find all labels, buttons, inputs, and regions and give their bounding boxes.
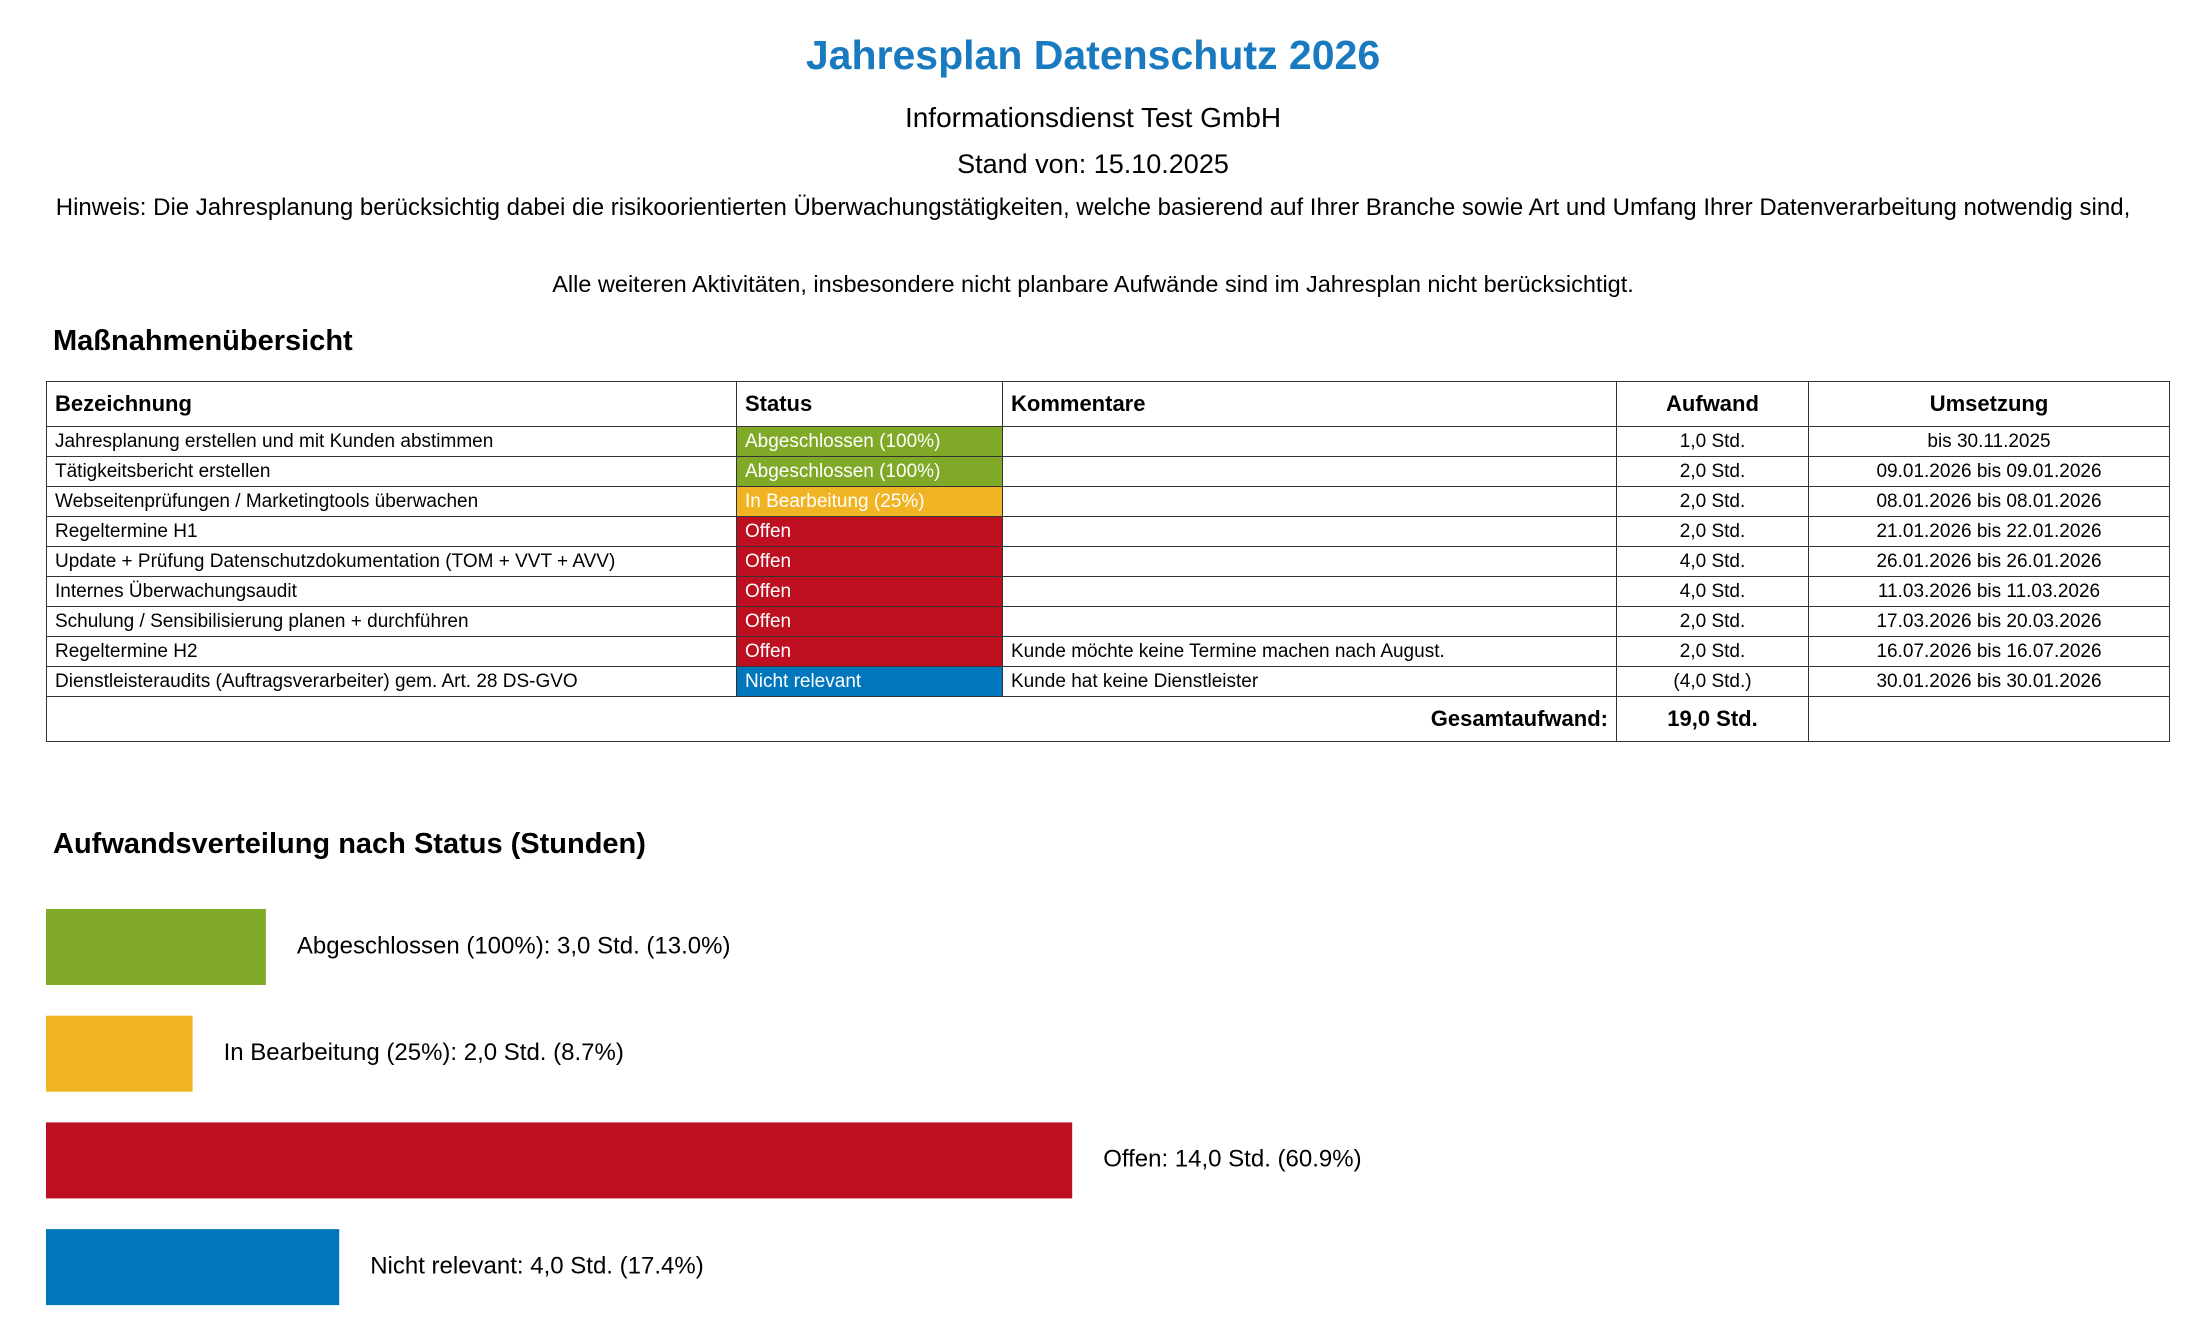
total-value: 19,0 Std. <box>1616 696 1809 742</box>
status-cell: Offen <box>736 606 1003 637</box>
table-title: Maßnahmenübersicht <box>53 325 353 357</box>
total-row: Gesamtaufwand: 19,0 Std. <box>46 696 2170 742</box>
table-cell: Jahresplanung erstellen und mit Kunden a… <box>46 426 737 457</box>
table-cell: bis 30.11.2025 <box>1808 426 2170 457</box>
table-row: Tätigkeitsbericht erstellen Abgeschlossen… <box>46 456 2170 487</box>
table-cell: 4,0 Std. <box>1616 576 1809 607</box>
bar-label: In Bearbeitung (25%): 2,0 Std. (8.7%) <box>224 1039 624 1066</box>
table-row: Regeltermine H1 Offen 2,0 Std. 21.01.2026 b… <box>46 516 2170 547</box>
bar <box>46 1229 340 1306</box>
table-row: Internes Überwachungsaudit Offen 4,0 Std. 1… <box>46 576 2170 607</box>
table-row: Webseitenprüfungen / Marketingtools über… <box>46 486 2170 517</box>
table-cell <box>1002 606 1617 637</box>
table-cell: Dienstleisteraudits (Auftragsverarbeiter… <box>46 666 737 697</box>
table-cell: 17.03.2026 bis 20.03.2026 <box>1808 606 2170 637</box>
table: Bezeichnung Status Kommentare Aufwand Umsetz… <box>46 381 2170 742</box>
column-header: Umsetzung <box>1808 381 2170 427</box>
table-cell: Internes Überwachungsaudit <box>46 576 737 607</box>
table-cell <box>1002 426 1617 457</box>
table-cell: 2,0 Std. <box>1616 486 1809 517</box>
table-cell: (4,0 Std.) <box>1616 666 1809 697</box>
table-cell: 30.01.2026 bis 30.01.2026 <box>1808 666 2170 697</box>
table-body: Jahresplanung erstellen und mit Kunden a… <box>46 426 2170 742</box>
column-header: Bezeichnung <box>46 381 737 427</box>
table-cell: Tätigkeitsbericht erstellen <box>46 456 737 487</box>
table-cell: 4,0 Std. <box>1616 546 1809 577</box>
table-cell: 16.07.2026 bis 16.07.2026 <box>1808 636 2170 667</box>
table-cell: 2,0 Std. <box>1616 606 1809 637</box>
total-label: Gesamtaufwand: <box>46 696 1617 742</box>
bar <box>46 1122 1073 1199</box>
chart-title: Aufwandsverteilung nach Status (Stunden) <box>53 828 646 860</box>
status-cell: In Bearbeitung (25%) <box>736 486 1003 517</box>
table-row: Schulung / Sensibilisierung planen + dur… <box>46 606 2170 637</box>
header-row: Bezeichnung Status Kommentare Aufwand Umsetz… <box>46 381 2170 427</box>
table-cell <box>1002 456 1617 487</box>
status-cell: Offen <box>736 516 1003 547</box>
table-row: Regeltermine H2 Offen Kunde möchte keine T… <box>46 636 2170 667</box>
title: Jahresplan Datenschutz 2026 <box>805 32 1381 78</box>
company: Informationsdienst Test GmbH <box>904 102 1282 133</box>
table-cell: Webseitenprüfungen / Marketingtools über… <box>46 486 737 517</box>
table-cell <box>1808 696 2170 742</box>
note: Hinweis: Die Jahresplanung berücksichtig… <box>55 194 2131 221</box>
table-cell: Update + Prüfung Datenschutzdokumentatio… <box>46 546 737 577</box>
table-cell: Regeltermine H2 <box>46 636 737 667</box>
status-cell: Offen <box>736 636 1003 667</box>
bar-label: Abgeschlossen (100%): 3,0 Std. (13.0%) <box>297 932 731 959</box>
status-cell: Abgeschlossen (100%) <box>736 426 1003 457</box>
note: Alle weiteren Aktivitäten, insbesondere … <box>552 271 1634 297</box>
table-cell: 26.01.2026 bis 26.01.2026 <box>1808 546 2170 577</box>
table-cell: 11.03.2026 bis 11.03.2026 <box>1808 576 2170 607</box>
table-row: Dienstleisteraudits (Auftragsverarbeiter… <box>46 666 2170 697</box>
date: Stand von: 15.10.2025 <box>957 149 1229 179</box>
table-cell: 09.01.2026 bis 09.01.2026 <box>1808 456 2170 487</box>
table-cell: Regeltermine H1 <box>46 516 737 547</box>
bar-label: Nicht relevant: 4,0 Std. (17.4%) <box>370 1252 704 1279</box>
table-cell: 2,0 Std. <box>1616 516 1809 547</box>
bar-label: Offen: 14,0 Std. (60.9%) <box>1103 1146 1361 1173</box>
table-cell: 21.01.2026 bis 22.01.2026 <box>1808 516 2170 547</box>
status-cell: Offen <box>736 576 1003 607</box>
status-cell: Nicht relevant <box>736 666 1003 697</box>
table-cell: 2,0 Std. <box>1616 636 1809 667</box>
status-cell: Abgeschlossen (100%) <box>736 456 1003 487</box>
table-row: Jahresplanung erstellen und mit Kunden a… <box>46 426 2170 457</box>
bar <box>46 909 266 985</box>
bar <box>46 1015 193 1092</box>
table-cell: 2,0 Std. <box>1616 456 1809 487</box>
